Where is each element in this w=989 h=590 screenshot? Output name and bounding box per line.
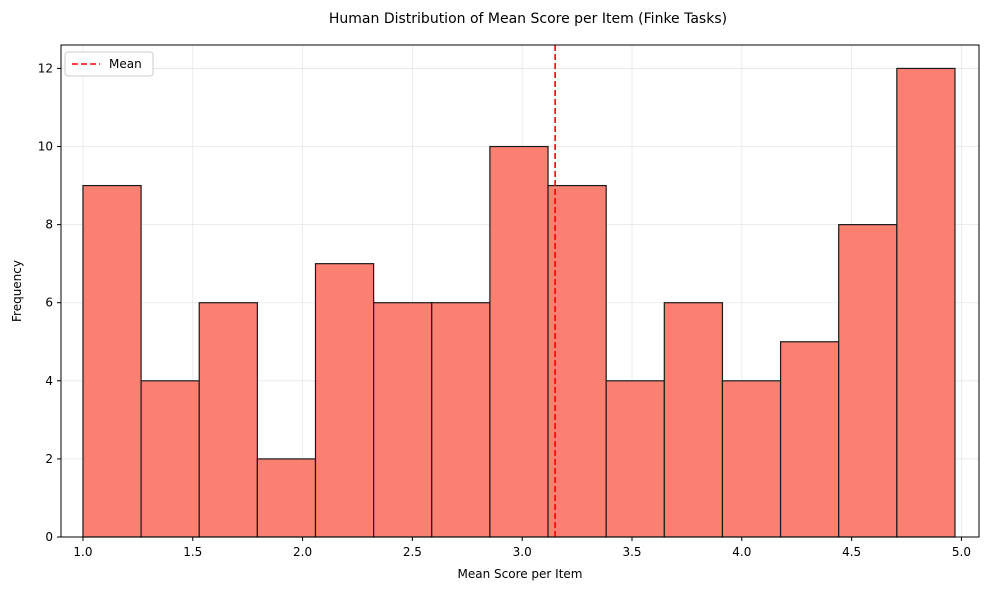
legend-mean-label: Mean [109,57,142,71]
histogram-bar-12 [721,380,782,538]
histogram-bar-9 [547,184,607,538]
x-axis-ticks: 1.0 1.5 2.0 2.5 3.0 3.5 4.0 4.5 5.0 [73,537,971,559]
histogram-bar-14 [838,224,898,538]
x-tick-label: 3.0 [513,545,532,559]
y-tick-label: 2 [45,452,53,466]
legend: Mean [64,51,154,77]
histogram-bar-13 [779,341,840,538]
y-tick-label: 0 [45,530,53,544]
y-tick-label: 6 [45,296,53,310]
histogram-bar-15 [896,67,956,538]
histogram-bar-5 [314,263,375,538]
legend-box [64,51,154,77]
histogram-bar-11 [663,302,724,538]
bars-layer [82,67,956,538]
plot-frame [60,44,980,538]
y-tick-label: 4 [45,374,53,388]
histogram-bar-10 [605,380,665,538]
x-tick-label: 3.5 [622,545,641,559]
y-tick-label: 12 [38,61,53,75]
histogram-bar-2 [140,380,200,538]
histogram-bar-3 [198,302,258,538]
x-tick-label: 1.0 [73,545,92,559]
chart-title: Human Distribution of Mean Score per Ite… [329,11,727,27]
x-axis-label: Mean Score per Item [458,567,583,581]
y-axis-ticks: 0 2 4 6 8 10 12 [38,61,61,544]
histogram-bar-1 [82,184,142,538]
x-tick-label: 4.5 [842,545,861,559]
histogram-bar-4 [256,458,317,538]
x-tick-label: 5.0 [952,545,971,559]
histogram-bar-8 [489,145,549,538]
y-tick-label: 8 [45,218,53,232]
histogram-bar-6 [373,302,433,538]
x-tick-label: 4.0 [732,545,751,559]
histogram-bar-7 [431,302,491,538]
y-tick-label: 10 [38,140,53,154]
x-tick-label: 2.5 [403,545,422,559]
x-tick-label: 1.5 [183,545,202,559]
x-tick-label: 2.0 [293,545,312,559]
y-axis-label: Frequency [10,260,24,322]
